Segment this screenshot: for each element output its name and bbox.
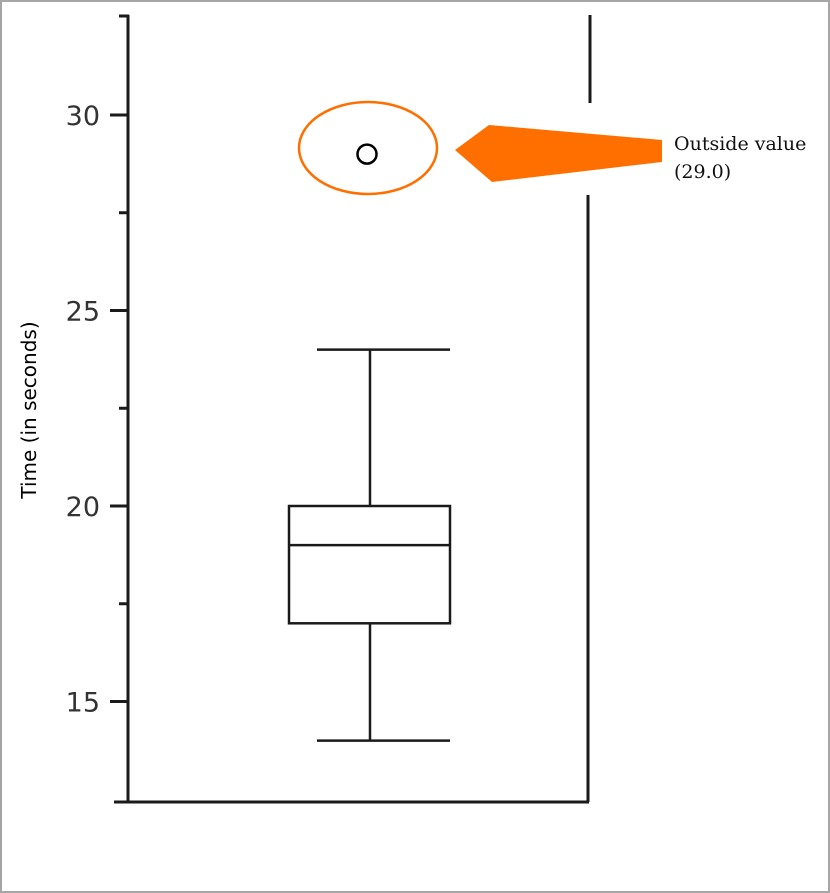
- outlier-highlight-ellipse: [297, 100, 439, 196]
- y-tick-label: 30: [66, 101, 100, 132]
- annotation-line2: (29.0): [674, 161, 731, 183]
- arrow-icon: [455, 125, 662, 182]
- outlier-point: [356, 143, 378, 165]
- annotation-line1: Outside value: [674, 133, 806, 155]
- y-axis-label: Time (in seconds): [17, 321, 41, 499]
- y-tick-label: 25: [66, 297, 100, 328]
- y-tick-label: 15: [66, 688, 100, 719]
- iqr-box: [287, 504, 452, 625]
- y-tick-label: 20: [66, 492, 100, 523]
